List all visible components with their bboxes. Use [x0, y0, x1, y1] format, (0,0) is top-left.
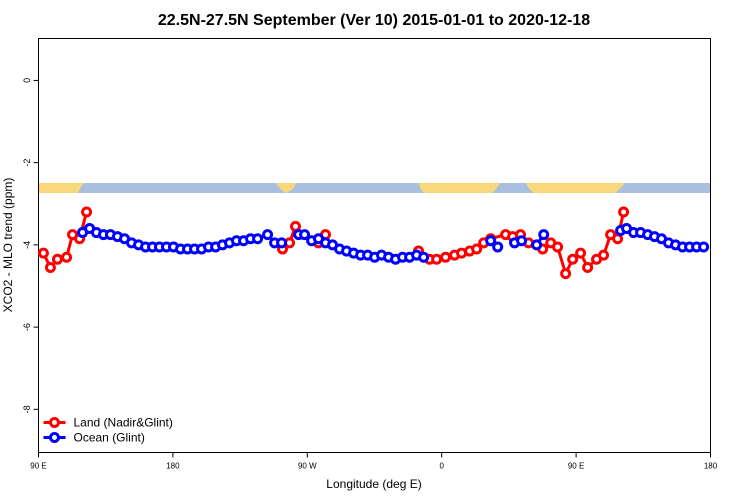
point — [471, 243, 483, 255]
legend-label: Ocean (Glint) — [74, 431, 145, 445]
point — [598, 249, 610, 261]
point — [276, 237, 288, 249]
legend-box — [40, 412, 190, 450]
x-tick-label: 0 — [439, 462, 444, 471]
legend-marker — [49, 417, 60, 428]
point — [582, 261, 594, 273]
point — [61, 251, 73, 263]
legend-marker — [49, 432, 60, 443]
point — [81, 206, 93, 218]
point — [575, 247, 587, 259]
point — [299, 229, 311, 241]
point — [51, 253, 63, 265]
point — [431, 253, 443, 265]
point — [252, 233, 264, 245]
x-tick-label: 90 W — [298, 462, 317, 471]
point — [698, 241, 710, 253]
point — [538, 229, 550, 241]
y-axis-label: XCO2 - MLO trend (ppm) — [1, 178, 15, 313]
x-tick-label: 90 E — [568, 462, 584, 471]
y-tick-label: -2 — [22, 159, 32, 167]
legend-label: Land (Nadir&Glint) — [74, 416, 173, 430]
point — [262, 229, 274, 241]
point — [440, 251, 452, 263]
point — [531, 239, 543, 251]
x-tick-label: 180 — [166, 462, 180, 471]
point — [567, 253, 579, 265]
map-strip — [39, 183, 710, 193]
point — [485, 235, 497, 247]
point — [44, 261, 56, 273]
y-tick-label: -4 — [22, 241, 32, 249]
point — [516, 235, 528, 247]
point — [552, 241, 564, 253]
point — [618, 206, 630, 218]
x-axis-label: Longitude (deg E) — [326, 477, 421, 491]
point — [492, 241, 504, 253]
x-tick-label: 180 — [704, 462, 718, 471]
x-tick-label: 90 E — [30, 462, 46, 471]
y-tick-label: 0 — [22, 78, 32, 83]
plot-frame — [38, 38, 711, 453]
point — [418, 251, 430, 263]
point — [560, 268, 572, 280]
y-tick-label: -8 — [22, 405, 32, 413]
chart-title: 22.5N-27.5N September (Ver 10) 2015-01-0… — [158, 12, 590, 29]
y-tick-label: -6 — [22, 323, 32, 331]
point — [37, 247, 49, 259]
